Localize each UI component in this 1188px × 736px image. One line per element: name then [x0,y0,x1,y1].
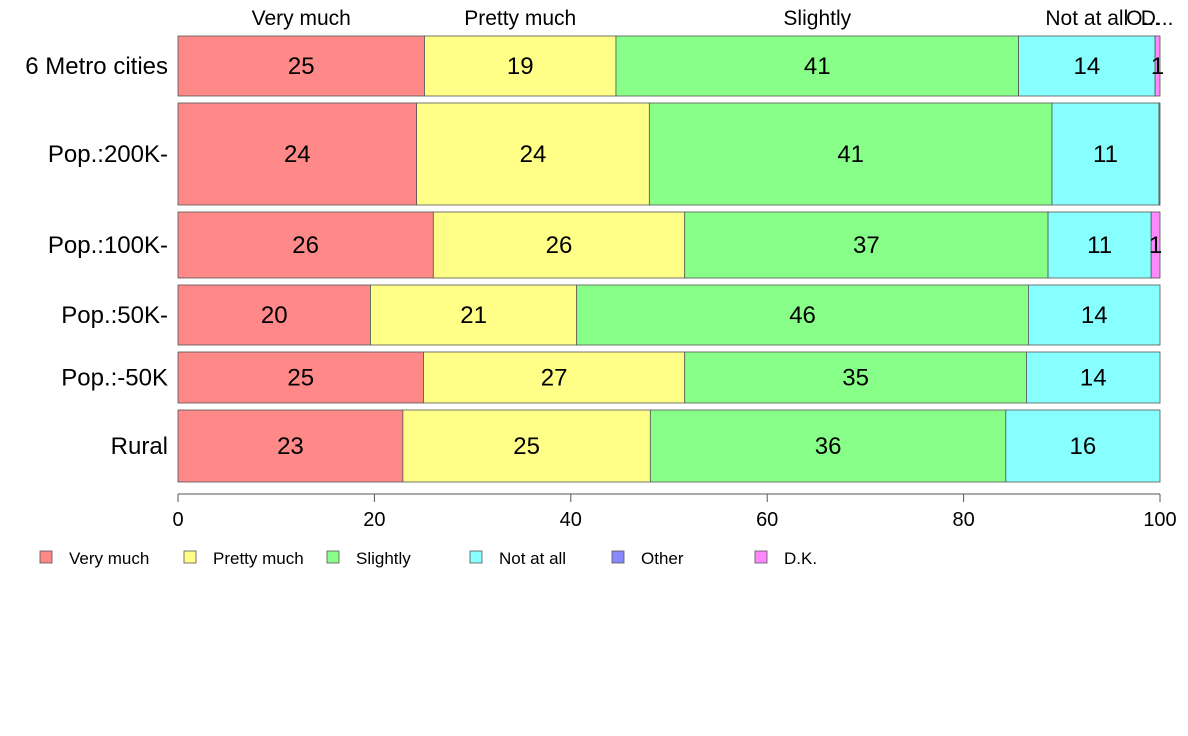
bar-segment [432,211,686,279]
segment-value-label: 1 [1149,232,1162,259]
x-tick-label: 40 [560,509,582,531]
bar-segment [1051,102,1160,206]
category-label: 6 Metro cities [25,53,168,80]
segment-value-label: 25 [287,365,314,392]
legend-label: D.K. [784,549,817,568]
segment-value-label: 14 [1080,365,1107,392]
legend-swatch [183,550,197,564]
category-label: Rural [111,433,168,460]
category-label: Pop.:200K- [48,141,168,168]
top-category-label: Pretty much [464,7,576,30]
legend-label: Very much [69,549,149,568]
bar-segment [1154,35,1161,97]
bar-segment [424,35,617,97]
category-label: Pop.:50K- [61,302,168,329]
top-category-label: Not at all [1045,7,1128,30]
segment-value-label: 46 [789,302,816,329]
bar-segment [177,284,371,346]
bar-segment [1158,102,1161,206]
x-tick-label: 100 [1143,509,1176,531]
x-tick-label: 60 [756,509,778,531]
segment-value-label: 16 [1070,433,1097,460]
x-tick-label: 80 [952,509,974,531]
segment-value-label: 26 [546,232,573,259]
bar-segment [684,351,1027,404]
top-category-label: D... [1141,7,1174,30]
legend-swatch [39,550,53,564]
bar-segment [1026,351,1161,404]
category-label: Pop.:-50K [61,365,168,392]
segment-value-label: 24 [520,141,547,168]
bar-segment [1028,284,1161,346]
legend-swatch [469,550,483,564]
bar-segment [684,211,1049,279]
x-tick-label: 0 [172,509,183,531]
segment-value-label: 41 [837,141,864,168]
segment-value-label: 11 [1087,232,1112,259]
bar-segment [177,102,418,206]
segment-value-label: 1 [1151,53,1164,80]
segment-value-label: 23 [277,433,304,460]
bar-segment [177,35,425,97]
segment-value-label: 36 [815,433,842,460]
bar-segment [177,351,424,404]
bar-segment [649,409,1007,483]
legend-label: Other [641,549,684,568]
legend-swatch [326,550,340,564]
legend-label: Not at all [499,549,566,568]
legend-label: Slightly [356,549,411,568]
legend-swatch [754,550,768,564]
bar-segment [1150,211,1161,279]
segment-value-label: 25 [288,53,315,80]
bar-segment [576,284,1029,346]
bar-segment [1047,211,1152,279]
top-category-label: O... [1126,7,1160,30]
segment-value-label: 24 [284,141,311,168]
segment-value-label: 26 [292,232,319,259]
bar-segment [648,102,1053,206]
segment-value-label: 25 [513,433,540,460]
bar-segment [1018,35,1156,97]
legend-label: Pretty much [213,549,304,568]
segment-value-label: 11 [1093,141,1118,168]
bar-segment [416,102,650,206]
segment-value-label: 37 [853,232,880,259]
bar-segment [1005,409,1161,483]
segment-value-label: 27 [541,365,568,392]
x-tick-label: 20 [363,509,385,531]
segment-value-label: 14 [1073,53,1100,80]
bar-segment [177,409,404,483]
legend-swatch [611,550,625,564]
bar-segment [423,351,686,404]
segment-value-label: 21 [460,302,487,329]
segment-value-label: 19 [507,53,534,80]
segment-value-label: 41 [804,53,831,80]
bar-segment [177,211,434,279]
category-label: Pop.:100K- [48,232,168,259]
bar-segment [370,284,578,346]
segment-value-label: 14 [1081,302,1108,329]
bar-segment [402,409,651,483]
top-category-label: Very much [252,7,351,30]
top-category-label: Slightly [783,7,851,30]
bar-segment [615,35,1019,97]
segment-value-label: 20 [261,302,288,329]
segment-value-label: 35 [842,365,869,392]
